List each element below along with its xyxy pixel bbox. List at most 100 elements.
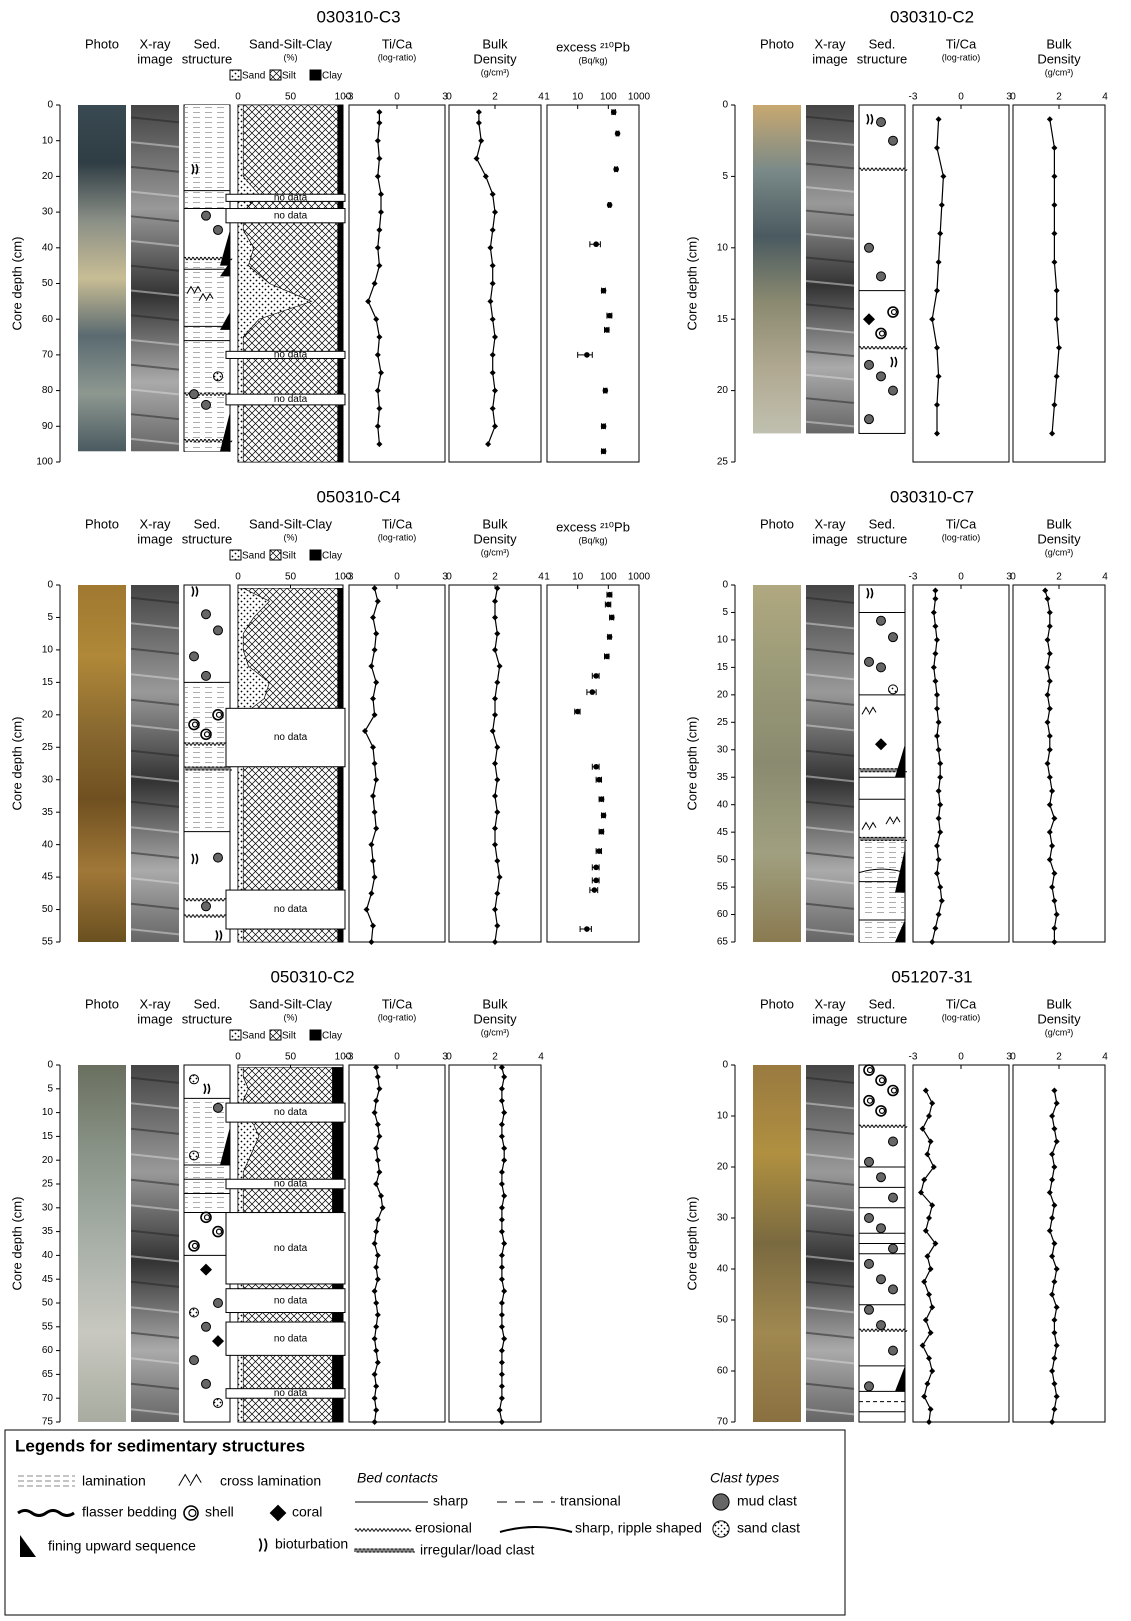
density-point [499, 1169, 505, 1175]
density-point [501, 1193, 507, 1199]
tica-point [372, 1241, 378, 1247]
tica-point [370, 696, 376, 702]
y-tick-label: 5 [47, 1083, 53, 1094]
column-header: structure [857, 531, 908, 546]
density-point [1047, 774, 1053, 780]
legend-item: sharp [433, 1493, 468, 1509]
x-tick-label: 2 [1056, 1052, 1062, 1063]
density-point [499, 1300, 505, 1306]
density-point [499, 1395, 505, 1401]
tica-point [373, 1098, 379, 1104]
tica-point [929, 316, 935, 322]
tica-point [929, 1368, 935, 1374]
tica-point [931, 664, 937, 670]
density-point [499, 1371, 505, 1377]
mud-clast [877, 1224, 886, 1233]
pb-point [596, 848, 602, 854]
density-point [1047, 1228, 1053, 1234]
tica-point [921, 1279, 927, 1285]
column-header: structure [182, 51, 233, 66]
pb-point [589, 689, 595, 695]
mud-symbol [877, 118, 886, 127]
mud-clast [202, 610, 211, 619]
panel-title: Bulk [1046, 36, 1072, 51]
density-point [1047, 609, 1053, 615]
density-point [1051, 173, 1057, 179]
tica-point [372, 761, 378, 767]
mud-clast [214, 225, 223, 234]
tica-point [921, 1394, 927, 1400]
density-point [492, 761, 498, 767]
y-tick-label: 30 [717, 744, 729, 755]
mud-clast [214, 626, 223, 635]
mud-symbol [889, 1193, 898, 1202]
panel-title: excess ²¹⁰Pb [556, 519, 630, 534]
no-data-label: no data [274, 904, 308, 915]
panel-title: Bulk [482, 516, 508, 531]
mud-clast [889, 1137, 898, 1146]
shell-symbol [876, 1075, 886, 1085]
legend-title: Legends for sedimentary structures [15, 1436, 305, 1455]
column-header: X-ray [139, 996, 171, 1011]
sand-clast [190, 1075, 199, 1084]
tica-point [373, 1324, 379, 1330]
core-photo [753, 1065, 801, 1422]
density-point [499, 1276, 505, 1282]
tica-point [372, 647, 378, 653]
tica-point [923, 1317, 929, 1323]
y-axis-label: Core depth (cm) [9, 1197, 24, 1291]
y-tick-label: 0 [722, 580, 728, 591]
pb-point [601, 288, 607, 294]
pb-point [599, 796, 605, 802]
density-line [1050, 119, 1059, 433]
mud-symbol [889, 1244, 898, 1253]
lamination-unit [860, 838, 904, 915]
panel-unit: (log-ratio) [942, 52, 981, 62]
tica-point [932, 925, 938, 931]
sand-clast [190, 1308, 199, 1317]
shell-symbol [876, 328, 886, 338]
legend-item: shell [205, 1504, 234, 1520]
x-tick-label: 1 [544, 92, 550, 103]
mud-symbol [202, 400, 211, 409]
y-tick-label: 0 [47, 580, 53, 591]
panel-title: Ti/Ca [946, 36, 977, 51]
density-point [490, 352, 496, 358]
density-point [492, 614, 498, 620]
lamination-unit [185, 105, 229, 191]
tica-point [937, 802, 943, 808]
mud-clast [877, 1275, 886, 1284]
pb-point [592, 887, 598, 893]
x-tick-label: 10 [572, 572, 584, 583]
y-tick-label: 60 [717, 1366, 729, 1377]
density-point [490, 263, 496, 269]
x-tick-label: 0 [446, 572, 452, 583]
legend-heading: Bed contacts [357, 1470, 438, 1486]
tica-point [376, 1169, 382, 1175]
y-tick-label: 100 [36, 457, 53, 468]
tica-point [370, 923, 376, 929]
y-tick-label: 5 [47, 612, 53, 623]
y-tick-label: 0 [722, 100, 728, 111]
panel-unit: (Bq/kg) [578, 55, 607, 65]
column-header: Photo [85, 36, 119, 51]
y-tick-label: 15 [717, 662, 729, 673]
mud-clast [865, 360, 874, 369]
y-tick-label: 25 [42, 742, 54, 753]
lamination-unit [185, 326, 229, 451]
density-point [1049, 1177, 1055, 1183]
density-point [1051, 1355, 1057, 1361]
x-tick-label: 4 [538, 1052, 544, 1063]
tica-point [936, 857, 942, 863]
tica-point [373, 679, 379, 685]
lamination-unit [185, 1179, 229, 1212]
legend-item: erosional [415, 1520, 472, 1536]
density-point [1049, 884, 1055, 890]
mud-clast [889, 1285, 898, 1294]
density-point [492, 423, 498, 429]
tica-point [372, 1336, 378, 1342]
y-tick-label: 50 [42, 1298, 54, 1309]
column-header: Photo [85, 996, 119, 1011]
density-point [1051, 939, 1057, 945]
y-tick-label: 25 [717, 457, 729, 468]
